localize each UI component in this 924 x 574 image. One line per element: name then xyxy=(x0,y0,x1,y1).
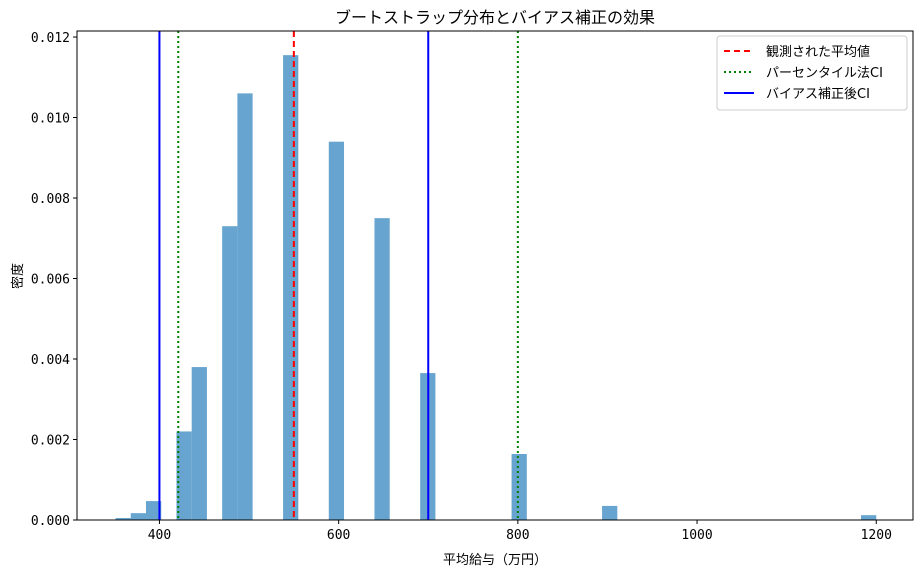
y-tick-label: 0.006 xyxy=(31,273,70,288)
plot-frame xyxy=(76,30,914,521)
chart-title: ブートストラップ分布とバイアス補正の効果 xyxy=(335,8,655,27)
histogram-bar xyxy=(191,367,207,520)
x-axis-label: 平均給与（万円） xyxy=(443,553,547,568)
y-tick-label: 0.008 xyxy=(31,192,70,207)
histogram-bar xyxy=(222,226,238,521)
histogram-bar xyxy=(176,431,192,520)
y-axis-ticks: 0.000 0.002 0.004 0.006 0.008 0.010 0.012 xyxy=(31,31,77,529)
x-tick-label: 400 xyxy=(148,528,171,543)
histogram-bar xyxy=(374,218,390,521)
histogram-bar xyxy=(130,513,146,520)
legend-box xyxy=(716,35,908,111)
legend-label: 観測された平均値 xyxy=(766,44,870,60)
x-axis-ticks: 400 600 800 1000 1200 xyxy=(148,520,892,543)
x-tick-label: 800 xyxy=(506,528,529,543)
reference-lines xyxy=(158,31,519,520)
legend-label: パーセンタイル法CI xyxy=(766,66,883,81)
histogram-bar xyxy=(115,517,131,520)
histogram-bar xyxy=(602,505,618,520)
histogram-bar xyxy=(237,93,253,520)
histogram-bar xyxy=(328,141,345,520)
histogram-bars xyxy=(115,55,877,521)
y-tick-label: 0.000 xyxy=(31,514,70,529)
x-tick-label: 600 xyxy=(327,528,350,543)
histogram-bar xyxy=(861,515,877,520)
legend-label: バイアス補正後CI xyxy=(766,87,870,102)
histogram-bar xyxy=(511,453,527,520)
histogram-bar xyxy=(283,55,299,521)
x-tick-label: 1200 xyxy=(861,528,892,543)
y-tick-label: 0.012 xyxy=(31,31,70,46)
x-tick-label: 1000 xyxy=(681,528,712,543)
y-tick-label: 0.004 xyxy=(31,353,70,368)
histogram-bar xyxy=(145,501,162,520)
y-tick-label: 0.002 xyxy=(31,434,70,449)
y-tick-label: 0.010 xyxy=(31,112,70,127)
y-axis-label: 密度 xyxy=(10,263,26,289)
